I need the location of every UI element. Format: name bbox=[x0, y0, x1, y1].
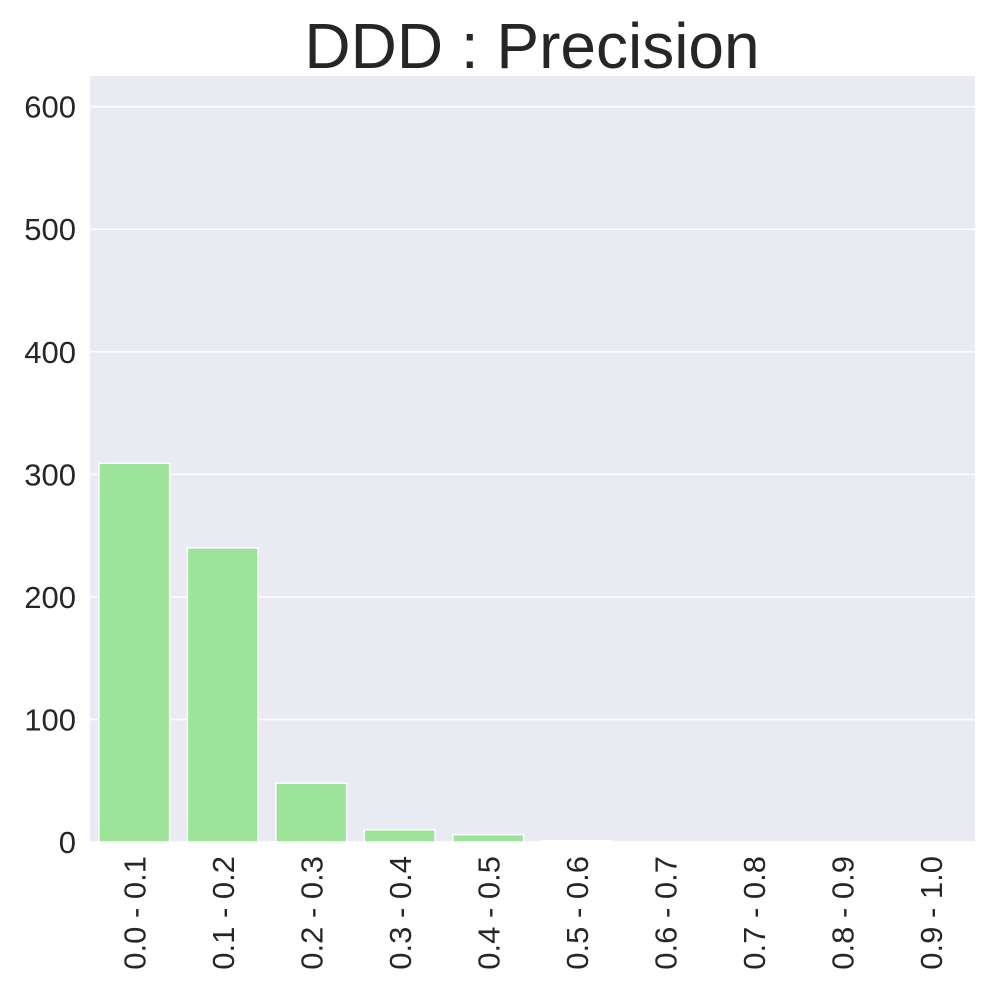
y-tick-label: 400 bbox=[24, 335, 76, 370]
y-axis-ticks: 0 100 200 300 400 500 600 bbox=[24, 90, 76, 860]
bar bbox=[540, 840, 613, 843]
bar bbox=[275, 782, 348, 843]
x-tick-label: 0.5 - 0.6 bbox=[560, 856, 595, 970]
x-tick-label: 0.8 - 0.9 bbox=[825, 856, 860, 970]
bars bbox=[98, 462, 613, 843]
x-tick-label: 0.1 - 0.2 bbox=[206, 856, 241, 970]
y-tick-label: 0 bbox=[59, 825, 76, 860]
bar bbox=[98, 462, 171, 843]
y-tick-label: 100 bbox=[24, 702, 76, 737]
y-tick-label: 600 bbox=[24, 90, 76, 125]
y-tick-label: 300 bbox=[24, 457, 76, 492]
bar bbox=[363, 828, 436, 843]
x-tick-label: 0.7 - 0.8 bbox=[737, 856, 772, 970]
y-tick-label: 200 bbox=[24, 580, 76, 615]
chart-title: DDD : Precision bbox=[304, 10, 759, 82]
x-tick-label: 0.2 - 0.3 bbox=[294, 856, 329, 970]
x-tick-label: 0.4 - 0.5 bbox=[471, 856, 506, 970]
x-tick-label: 0.6 - 0.7 bbox=[648, 856, 683, 970]
x-axis-ticks: 0.0 - 0.1 0.1 - 0.2 0.2 - 0.3 0.3 - 0.4 0.4 … bbox=[117, 856, 949, 970]
x-tick-label: 0.3 - 0.4 bbox=[383, 856, 418, 970]
y-tick-label: 500 bbox=[24, 212, 76, 247]
bar bbox=[186, 547, 259, 843]
x-tick-label: 0.9 - 1.0 bbox=[914, 856, 949, 970]
x-tick-label: 0.0 - 0.1 bbox=[117, 856, 152, 970]
bar bbox=[452, 833, 525, 843]
